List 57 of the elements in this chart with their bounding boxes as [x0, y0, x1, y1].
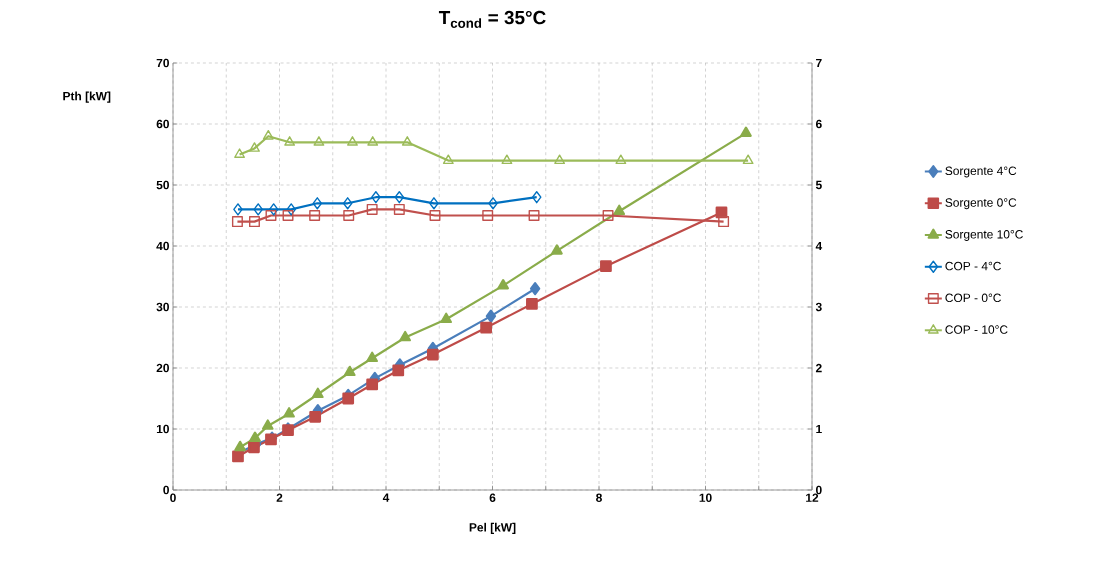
point [342, 392, 355, 405]
point [526, 298, 538, 310]
point [613, 204, 626, 216]
y-tick-label: 30 [156, 302, 169, 312]
y-tick-label: 50 [156, 180, 169, 190]
y-tick-label: 20 [156, 363, 169, 373]
point [529, 282, 541, 296]
y2-tick-label: 6 [815, 119, 822, 129]
y2-tick-label: 0 [816, 485, 822, 495]
y2-tick-label: 2 [815, 363, 822, 373]
point [399, 330, 412, 342]
legend-label: COP - 10°C [945, 325, 1008, 334]
point [283, 407, 295, 418]
point [248, 441, 260, 454]
point [497, 279, 509, 290]
y-tick-label: 70 [156, 58, 169, 68]
y2-tick-label: 1 [816, 424, 822, 434]
legend-label: Sorgente 4°C [945, 166, 1017, 178]
point [740, 126, 752, 137]
y-tick-label: 40 [156, 241, 169, 251]
point [312, 387, 324, 399]
y2-tick-label: 3 [815, 302, 822, 312]
legend-label: COP - 0°C [945, 293, 1001, 303]
point [551, 244, 563, 255]
legend-label: COP - 4°C [945, 261, 1001, 271]
x-tick-label: 12 [806, 493, 819, 502]
y-tick-label: 10 [156, 424, 169, 434]
point [366, 351, 378, 363]
point [480, 321, 492, 334]
y2-tick-label: 4 [815, 241, 823, 251]
x-tick-label: 10 [699, 493, 712, 502]
point [366, 378, 379, 391]
x-tick-label: 8 [596, 493, 602, 502]
x-tick-label: 4 [382, 493, 390, 502]
point [261, 419, 274, 430]
x-axis-title: Pel [kW] [469, 522, 516, 534]
chart-title: T$_{cond}$ = 35°C [438, 10, 546, 28]
point [485, 309, 497, 323]
legend-label: Sorgente 0°C [945, 198, 1017, 210]
point [343, 365, 356, 377]
y-axis-title: Pth [kW] [63, 91, 111, 103]
y2-tick-label: 5 [815, 180, 822, 190]
point [249, 431, 261, 442]
point [600, 260, 612, 273]
point [440, 312, 453, 324]
point [309, 410, 322, 423]
point [232, 450, 244, 463]
point [392, 364, 405, 377]
x-tick-label: 6 [489, 493, 496, 502]
point [426, 348, 439, 361]
x-tick-label: 2 [276, 493, 283, 502]
point [234, 440, 246, 452]
y2-tick-label: 7 [816, 58, 822, 68]
x-tick-label: 0 [170, 493, 176, 502]
y-tick-label: 0 [163, 485, 169, 495]
legend-label: Sorgente 10°C [945, 230, 1023, 241]
y-tick-label: 60 [156, 119, 169, 129]
